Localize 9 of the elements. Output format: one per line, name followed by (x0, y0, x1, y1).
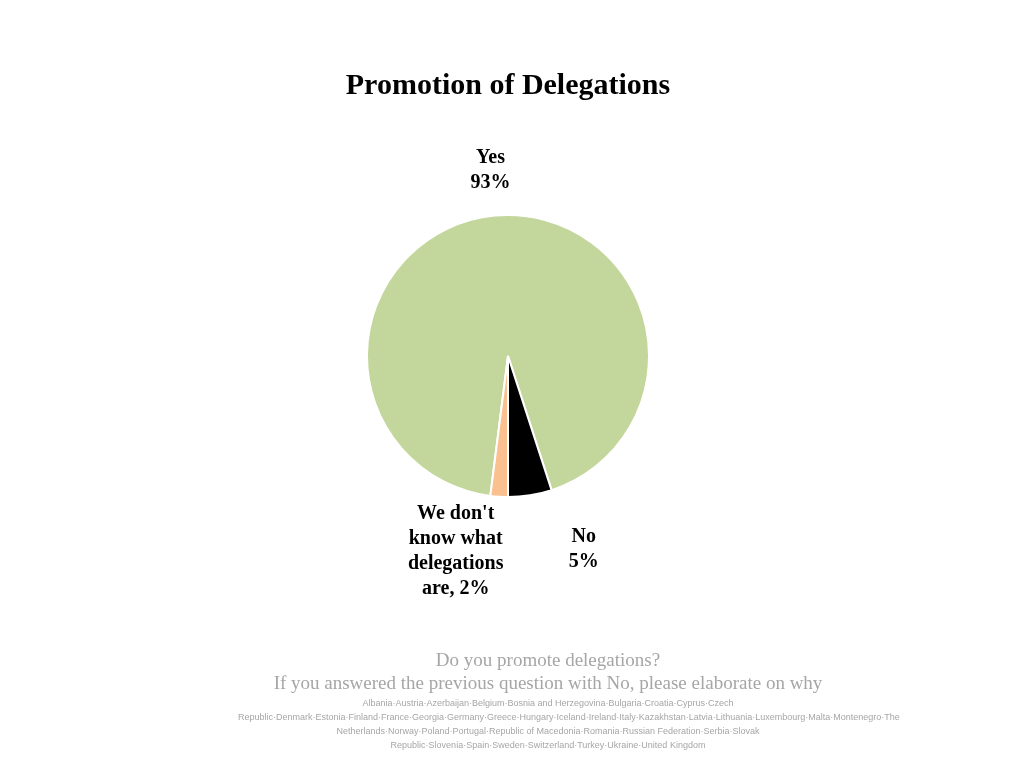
slice-label: Yes (476, 145, 506, 168)
slice-label: No (571, 524, 596, 547)
text: If you answered the previous question with No, please elaborate on why (272, 671, 824, 694)
text: Albania·Austria·Azerbaijan·Belgium·Bosnia and Herzegovina·Bulgaria·Croatia·Cyprus·Czech Republic·Denmark·Estonia·Finland·France·Georgia·Germany·Greece·Hungary·Iceland·Ireland·Italy·Kazakhstan·Latvia·Lithuania·Luxembourg·Malta·Montenegro·The Netherlands·Norway·Poland·Portugal·Republic of Macedonia·Romania·Russian Federation·Serbia·Slovak Republic·Slovenia·Spain·Sweden·Switzerland·Turkey·Ukraine·United Kingdom (238, 697, 900, 752)
chart-title: Promotion of Delegations (345, 66, 671, 100)
slice-label: We don't know what delegations are, 2% (407, 501, 504, 599)
text: Do you promote delegations? (434, 648, 662, 671)
data-label: 93% (470, 170, 511, 193)
data-label: 5% (568, 549, 599, 572)
